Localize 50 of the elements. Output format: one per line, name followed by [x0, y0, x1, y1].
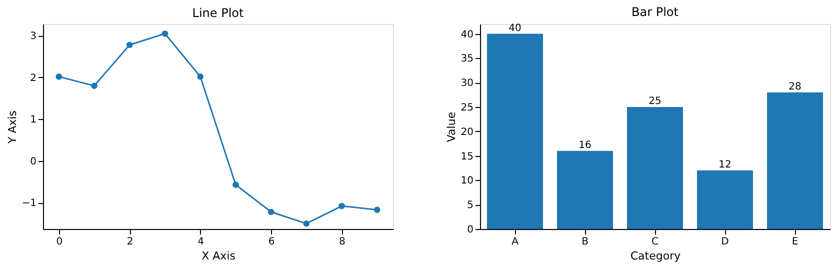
data-label: 28: [788, 81, 802, 92]
chart-title: Bar Plot: [632, 4, 679, 19]
bar: [697, 170, 753, 229]
bar: [627, 106, 683, 229]
y-axis-title: Value: [444, 112, 458, 142]
point: [91, 82, 98, 89]
y-tick-label: 0: [30, 156, 36, 168]
x-tick-label: 4: [198, 236, 204, 248]
x-tick-label: B: [582, 236, 589, 248]
x-tick-label: C: [652, 236, 659, 248]
x-tick-label: E: [792, 236, 798, 248]
point: [232, 182, 239, 188]
y-tick-label: 35: [460, 54, 474, 65]
y-tick-label: 0: [467, 224, 474, 236]
x-tick-label: 0: [56, 236, 63, 248]
y-tick-label: 30: [460, 78, 474, 90]
x-tick-label: 8: [339, 236, 346, 248]
x-tick-label: 2: [126, 236, 134, 248]
y-tick-label: 40: [460, 29, 474, 40]
point: [197, 73, 204, 80]
y-tick-label: 25: [460, 102, 474, 114]
y-tick-label: 15: [460, 151, 474, 162]
point: [126, 42, 133, 48]
data-label: 16: [578, 140, 592, 151]
x-tick-label: A: [512, 236, 519, 248]
y-tick-label: 3: [30, 31, 36, 42]
y-tick-label: 20: [460, 126, 474, 138]
y-tick-label: −1: [22, 198, 36, 210]
point: [303, 220, 310, 227]
y-tick-label: 1: [30, 114, 36, 126]
x-tick-label: 6: [268, 236, 275, 248]
y-axis-title: Y Axis: [6, 110, 19, 145]
point: [338, 202, 345, 210]
point: [268, 208, 274, 216]
bar: [767, 92, 823, 229]
x-axis-title: Category: [630, 250, 682, 262]
data-label: 40: [508, 22, 522, 34]
x-axis-title: X Axis: [202, 250, 236, 262]
point: [162, 30, 168, 37]
chart-title: Line Plot: [192, 6, 244, 20]
data-label: 12: [718, 159, 732, 170]
bar: [557, 150, 613, 229]
x-tick-label: D: [721, 236, 730, 248]
point: [374, 206, 380, 213]
bar: [487, 34, 543, 229]
point: [56, 73, 62, 80]
y-tick-label: 10: [460, 176, 474, 187]
y-tick-label: 2: [30, 72, 36, 84]
y-tick-label: 5: [467, 200, 474, 212]
data-label: 25: [648, 96, 662, 107]
